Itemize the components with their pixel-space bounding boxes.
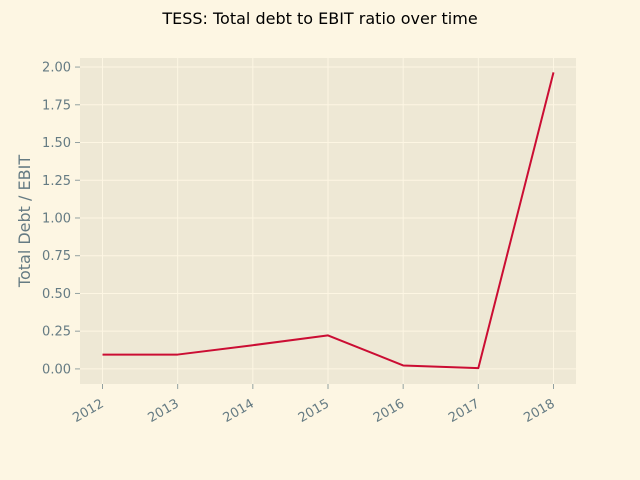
y-tick-label: 0.00 [42,362,71,377]
grid-layer [80,58,576,384]
y-tick-label: 0.75 [42,249,71,264]
y-tick-label: 0.50 [42,287,71,302]
y-tick-label: 1.75 [42,98,71,113]
chart-title: TESS: Total debt to EBIT ratio over time [161,9,477,28]
series-layer [102,72,555,370]
y-axis-label: Total Debt / EBIT [15,155,34,288]
y-tick-label: 1.25 [42,174,71,189]
y-tick-label: 2.00 [42,61,71,76]
y-tick-label: 1.00 [42,211,71,226]
y-tick-label: 1.50 [42,136,71,151]
y-tick-label: 0.25 [42,325,71,340]
